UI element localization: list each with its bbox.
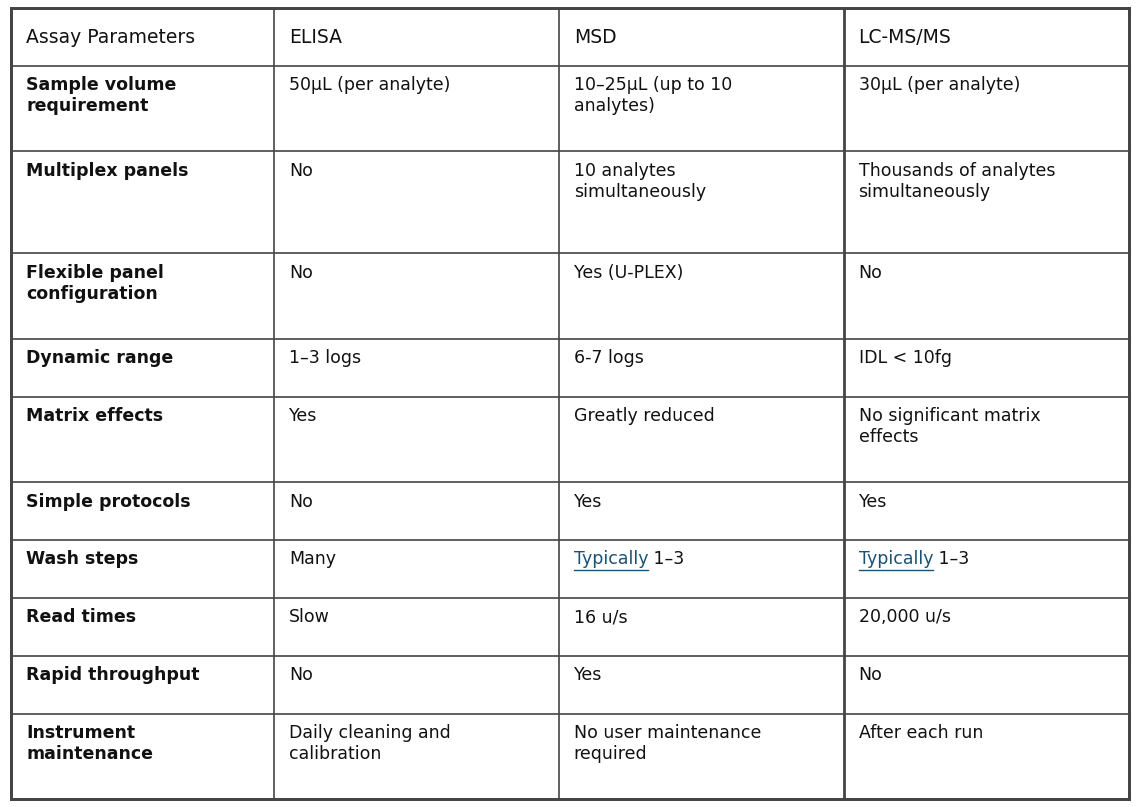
Text: IDL < 10fg: IDL < 10fg <box>858 349 952 367</box>
Text: No user maintenance
required: No user maintenance required <box>573 724 762 763</box>
Text: Yes: Yes <box>288 407 317 425</box>
Text: Multiplex panels: Multiplex panels <box>26 162 189 180</box>
Text: Many: Many <box>288 550 336 568</box>
Text: 1–3: 1–3 <box>649 550 684 568</box>
Text: Simple protocols: Simple protocols <box>26 492 190 511</box>
Text: LC-MS/MS: LC-MS/MS <box>858 27 951 47</box>
Text: Typically: Typically <box>858 550 933 568</box>
Text: No: No <box>288 666 312 684</box>
Text: Yes: Yes <box>573 666 602 684</box>
Text: Assay Parameters: Assay Parameters <box>26 27 195 47</box>
Text: 16 u/s: 16 u/s <box>573 608 627 626</box>
Text: 20,000 u/s: 20,000 u/s <box>858 608 951 626</box>
Text: Matrix effects: Matrix effects <box>26 407 163 425</box>
Text: 50μL (per analyte): 50μL (per analyte) <box>288 77 450 94</box>
Text: 10–25μL (up to 10
analytes): 10–25μL (up to 10 analytes) <box>573 77 732 115</box>
Text: Rapid throughput: Rapid throughput <box>26 666 200 684</box>
Text: 30μL (per analyte): 30μL (per analyte) <box>858 77 1020 94</box>
Text: Sample volume
requirement: Sample volume requirement <box>26 77 177 115</box>
Text: No significant matrix
effects: No significant matrix effects <box>858 407 1040 446</box>
Text: No: No <box>288 492 312 511</box>
Text: No: No <box>858 666 882 684</box>
Text: No: No <box>858 264 882 282</box>
Text: Read times: Read times <box>26 608 137 626</box>
Text: Slow: Slow <box>288 608 329 626</box>
Text: Thousands of analytes
simultaneously: Thousands of analytes simultaneously <box>858 162 1054 201</box>
Text: Dynamic range: Dynamic range <box>26 349 173 367</box>
Text: 1–3 logs: 1–3 logs <box>288 349 361 367</box>
Text: 1–3: 1–3 <box>933 550 969 568</box>
Text: Flexible panel
configuration: Flexible panel configuration <box>26 264 164 303</box>
Text: Yes: Yes <box>858 492 887 511</box>
Text: Yes: Yes <box>573 492 602 511</box>
Text: ELISA: ELISA <box>288 27 342 47</box>
Text: 10 analytes
simultaneously: 10 analytes simultaneously <box>573 162 706 201</box>
Text: Wash steps: Wash steps <box>26 550 139 568</box>
Text: Yes (U-PLEX): Yes (U-PLEX) <box>573 264 683 282</box>
Text: Greatly reduced: Greatly reduced <box>573 407 715 425</box>
Text: MSD: MSD <box>573 27 617 47</box>
Text: Daily cleaning and
calibration: Daily cleaning and calibration <box>288 724 450 763</box>
Text: 6-7 logs: 6-7 logs <box>573 349 643 367</box>
Text: No: No <box>288 264 312 282</box>
Text: Instrument
maintenance: Instrument maintenance <box>26 724 153 763</box>
Text: No: No <box>288 162 312 180</box>
Text: After each run: After each run <box>858 724 983 742</box>
Text: Typically: Typically <box>573 550 649 568</box>
